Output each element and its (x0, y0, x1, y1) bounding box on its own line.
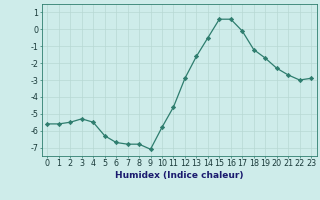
X-axis label: Humidex (Indice chaleur): Humidex (Indice chaleur) (115, 171, 244, 180)
